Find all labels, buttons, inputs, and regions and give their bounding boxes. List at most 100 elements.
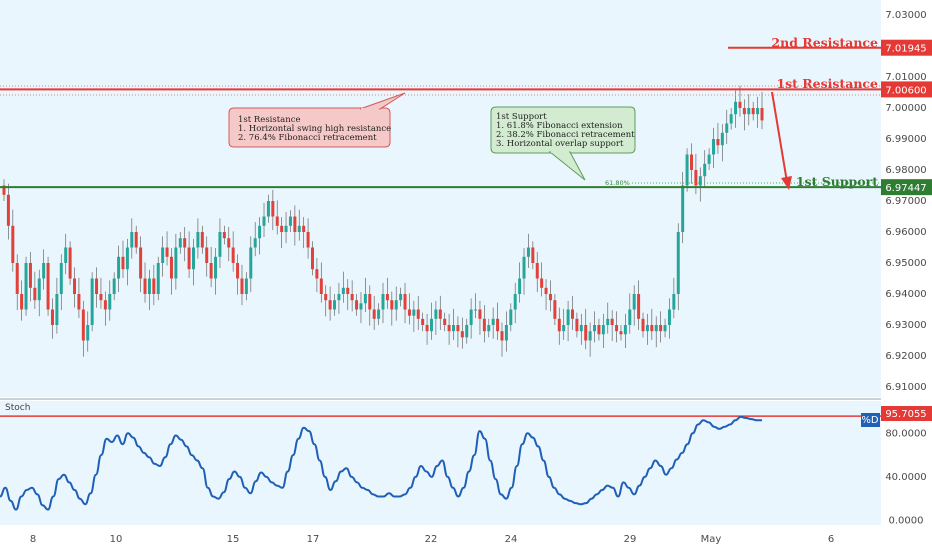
- candle-body: [760, 108, 764, 121]
- candle-body: [716, 139, 720, 146]
- candle-body: [302, 225, 306, 232]
- fib-618-label: 61.80%: [605, 179, 630, 187]
- price-tag-label: 7.01945: [885, 44, 926, 55]
- candle-body: [249, 247, 253, 279]
- stoch-indicator-label[interactable]: Stoch: [5, 403, 30, 413]
- candle-body: [465, 325, 469, 338]
- stoch-tick-label: 40.0000: [885, 472, 926, 483]
- candle-body: [377, 309, 381, 319]
- candle-body: [460, 331, 464, 338]
- candle-body: [434, 309, 438, 319]
- candle-body: [438, 309, 442, 319]
- candle-body: [381, 294, 385, 310]
- candle-body: [540, 278, 544, 288]
- date-tick-label: 17: [307, 534, 320, 545]
- candle-body: [654, 325, 658, 332]
- candle-body: [407, 309, 411, 316]
- candle-body: [676, 232, 680, 294]
- candle-body: [350, 294, 354, 301]
- price-tag: [881, 179, 932, 196]
- candle-body: [641, 318, 645, 332]
- candle-body: [548, 294, 552, 301]
- candle-body: [628, 309, 632, 325]
- candle-body: [469, 309, 473, 325]
- resistance-note-box: [228, 107, 391, 148]
- candle-body: [244, 278, 248, 294]
- stoch-badge[interactable]: [861, 413, 880, 427]
- price-tag: [881, 81, 932, 98]
- candle-body: [310, 247, 314, 270]
- candle-body: [77, 294, 81, 310]
- resistance-note-line: 1. Horizontal swing high resistance: [238, 124, 391, 134]
- candle-body: [738, 101, 742, 108]
- candle-body: [623, 325, 627, 335]
- candle-body: [557, 318, 561, 332]
- candle-body: [672, 294, 676, 310]
- candle-body: [59, 263, 63, 294]
- candle-body: [526, 247, 530, 257]
- candle-body: [231, 247, 235, 263]
- first-resistance-label: 1st Resistance: [776, 76, 878, 91]
- candle-body: [509, 309, 513, 325]
- candle-body: [341, 287, 345, 294]
- candle-body: [222, 232, 226, 239]
- candle-body: [64, 247, 68, 263]
- candle-body: [253, 238, 257, 248]
- candle-body: [751, 108, 755, 115]
- date-tick-label: 24: [505, 534, 518, 545]
- candle-body: [712, 139, 716, 155]
- price-tick-label: 6.96000: [885, 227, 926, 238]
- candle-body: [33, 287, 37, 301]
- candle-body: [756, 108, 760, 115]
- candle-body: [487, 325, 491, 332]
- price-tick-label: 6.91000: [885, 382, 926, 393]
- support-note-line: 3. Horizontal overlap support: [496, 139, 624, 149]
- candle-body: [425, 325, 429, 332]
- candle-body: [482, 318, 486, 332]
- candle-body: [15, 263, 19, 294]
- price-tick-label: 7.01000: [885, 72, 926, 83]
- resistance-note-line: 1st Resistance: [238, 115, 301, 125]
- candle-body: [416, 309, 420, 319]
- date-tick-label: 29: [624, 534, 637, 545]
- price-tick-label: 6.94000: [885, 289, 926, 300]
- candle-body: [500, 331, 504, 341]
- candle-body: [681, 185, 685, 232]
- candle-body: [584, 325, 588, 341]
- candle-body: [385, 294, 389, 301]
- support-note-line: 1st Support: [496, 112, 547, 122]
- candle-body: [95, 278, 99, 294]
- support-note[interactable]: 1st Support 1. 61.8% Fibonacci extension…: [490, 106, 636, 181]
- main-pane-background: [0, 0, 881, 397]
- candle-body: [152, 278, 156, 294]
- candle-body: [518, 278, 522, 294]
- candle-body: [227, 238, 231, 248]
- candle-body: [571, 309, 574, 319]
- candle-body: [86, 325, 90, 341]
- resistance-note[interactable]: 1st Resistance 1. Horizontal swing high …: [228, 92, 406, 148]
- candle-body: [20, 294, 24, 310]
- candle-body: [478, 309, 482, 319]
- candle-body: [663, 325, 667, 332]
- candle-body: [447, 325, 451, 332]
- second-resistance-label: 2nd Resistance: [771, 35, 878, 50]
- candle-body: [319, 278, 323, 294]
- candle-body: [156, 263, 160, 294]
- candle-body: [575, 318, 579, 332]
- candle-body: [667, 309, 671, 325]
- candle-body: [271, 201, 275, 217]
- support-note-line: 2. 38.2% Fibonacci retracement: [496, 130, 635, 140]
- stoch-tick-labels: 80.0000 40.0000 0.0000: [885, 428, 926, 526]
- date-tick-labels: 8 10 15 17 22 24 29 May 6: [30, 534, 834, 545]
- candle-body: [103, 300, 107, 310]
- candle-body: [355, 300, 359, 310]
- candle-body: [491, 318, 495, 325]
- candle-body: [324, 294, 328, 301]
- candle-body: [209, 263, 213, 279]
- candle-body: [297, 225, 301, 232]
- candle-body: [694, 170, 698, 186]
- stoch-badge-label: %D: [861, 415, 879, 426]
- candle-body: [284, 225, 288, 232]
